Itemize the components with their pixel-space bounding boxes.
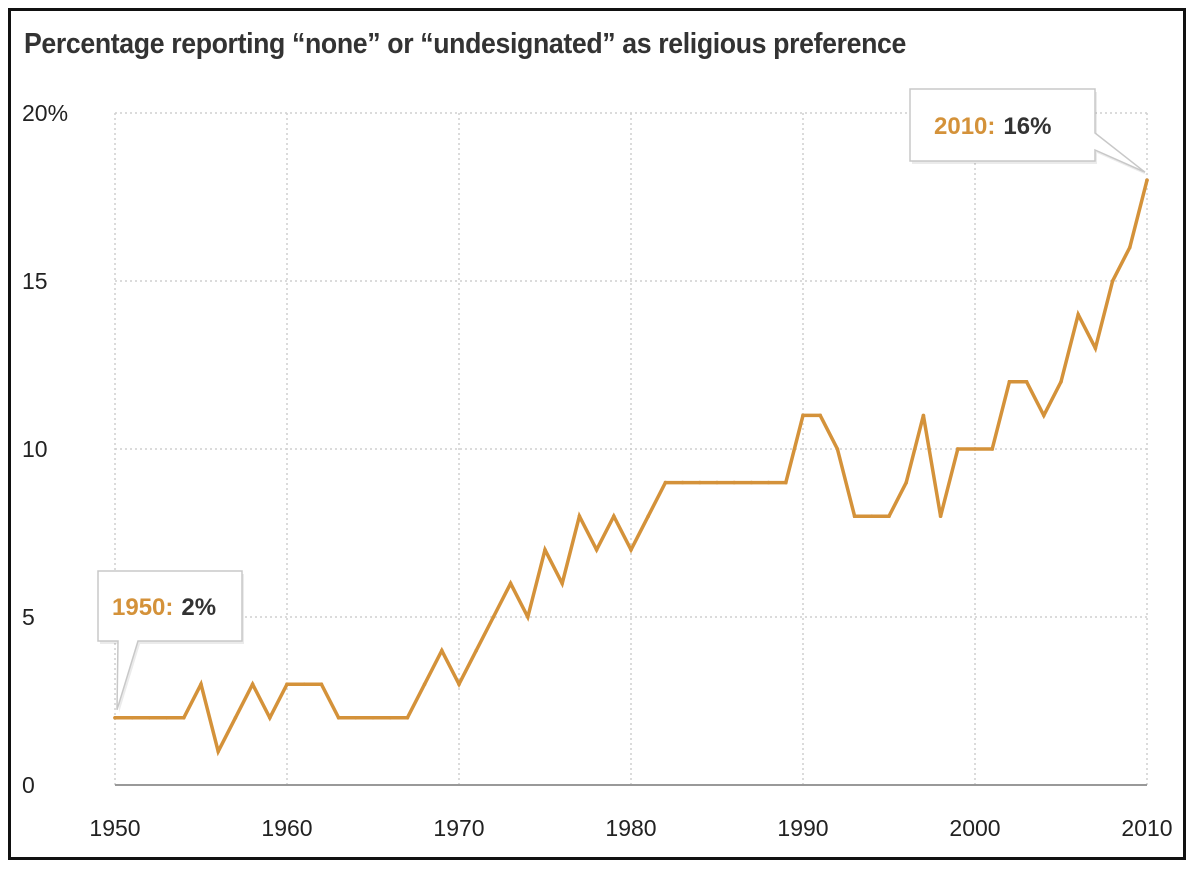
callout-year: 1950 <box>112 594 165 621</box>
x-tick-label: 1980 <box>605 815 656 841</box>
data-point <box>526 615 530 619</box>
data-point <box>1145 178 1149 182</box>
data-point <box>371 716 375 720</box>
data-point <box>457 682 461 686</box>
callout-box <box>909 88 1146 173</box>
y-tick-label: 10 <box>22 436 48 462</box>
y-tick-label: 20% <box>22 100 68 126</box>
data-point <box>250 682 255 686</box>
data-point <box>164 716 169 720</box>
data-point <box>1110 279 1115 283</box>
data-point <box>440 648 444 653</box>
callout-box <box>97 570 243 711</box>
data-point <box>508 581 513 586</box>
data-point <box>715 480 719 485</box>
callout-value: 2% <box>181 594 216 621</box>
data-point <box>612 514 616 518</box>
y-tick-label: 15 <box>22 268 48 294</box>
callout-value: 16% <box>1003 113 1051 140</box>
data-point <box>1042 413 1046 418</box>
callout-text: 1950: 2% <box>112 594 216 621</box>
data-point <box>216 749 220 754</box>
data-point <box>302 682 307 686</box>
data-point <box>422 682 427 686</box>
callout-text: 2010: 16% <box>934 113 1051 140</box>
data-point <box>801 413 805 418</box>
data-point <box>354 716 358 720</box>
data-point <box>233 716 238 720</box>
x-tick-label: 1990 <box>777 815 828 841</box>
data-point <box>698 480 702 485</box>
data-point <box>921 413 926 418</box>
data-point <box>680 480 685 485</box>
data-point <box>285 682 289 686</box>
x-tick-label: 2010 <box>1121 815 1172 841</box>
y-tick-label: 5 <box>22 604 35 630</box>
data-point <box>560 581 564 586</box>
tick-labels: 0 5 10 15 20% 1950 1960 1970 1980 1990 2000 2010 <box>22 100 1173 841</box>
data-point <box>405 716 410 720</box>
data-point <box>147 716 152 720</box>
data-point <box>1024 380 1029 384</box>
series <box>113 178 1149 757</box>
data-point <box>663 480 668 485</box>
data-point <box>629 548 633 552</box>
data-point <box>388 716 393 720</box>
data-point <box>646 514 650 518</box>
data-point <box>784 480 788 485</box>
data-point <box>319 682 324 686</box>
x-tick-label: 2000 <box>949 815 1000 841</box>
data-point <box>887 514 891 518</box>
data-point <box>577 514 582 518</box>
data-point <box>938 514 943 518</box>
data-point <box>818 413 822 418</box>
series-line <box>113 178 1149 757</box>
data-point <box>336 716 341 720</box>
callout-sep: : <box>987 113 995 140</box>
data-point <box>474 648 479 653</box>
data-point <box>268 716 272 720</box>
x-tick-label: 1950 <box>89 815 140 841</box>
data-point <box>543 548 547 552</box>
data-point <box>1093 346 1098 351</box>
data-point <box>182 716 186 720</box>
data-point <box>835 447 840 451</box>
data-point <box>973 447 977 451</box>
data-point <box>852 514 857 518</box>
data-point <box>870 514 874 518</box>
callouts: 1950: 2%2010: 16% <box>97 88 1147 713</box>
data-point <box>1076 312 1080 317</box>
callout-year: 2010 <box>934 113 987 140</box>
data-point <box>956 447 960 451</box>
x-tick-label: 1960 <box>261 815 312 841</box>
callout-2010: 2010: 16% <box>909 88 1147 176</box>
data-point <box>749 480 754 485</box>
data-point <box>1059 380 1063 384</box>
callout-sep: : <box>165 594 173 621</box>
data-point <box>113 716 117 720</box>
data-point <box>904 480 908 485</box>
data-point <box>491 615 496 619</box>
data-point <box>732 480 736 485</box>
x-tick-label: 1970 <box>433 815 484 841</box>
data-point <box>766 480 771 485</box>
data-point <box>594 548 599 552</box>
y-tick-label: 0 <box>22 772 35 798</box>
callout-1950: 1950: 2% <box>97 570 244 713</box>
data-point <box>199 682 203 686</box>
data-point <box>1128 245 1132 250</box>
data-point <box>130 716 134 720</box>
data-point <box>990 447 994 451</box>
chart-title: Percentage reporting “none” or “undesign… <box>24 28 906 60</box>
data-point <box>1007 380 1012 384</box>
